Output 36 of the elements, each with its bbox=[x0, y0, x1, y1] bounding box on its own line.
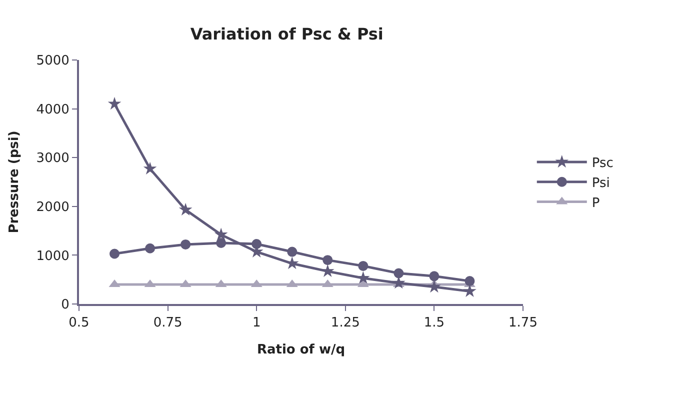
point bbox=[214, 228, 228, 240]
point bbox=[463, 284, 476, 297]
point bbox=[143, 162, 157, 174]
x-tick-label: 1.5 bbox=[424, 316, 445, 331]
point bbox=[464, 276, 475, 286]
point bbox=[392, 276, 406, 289]
y-tick-label: 5000 bbox=[36, 54, 70, 69]
point bbox=[216, 238, 226, 248]
chart-title: Variation of Psc & Psi bbox=[190, 24, 384, 44]
x-tick-label: 0.75 bbox=[153, 316, 182, 331]
point bbox=[180, 239, 191, 250]
x-tick-label: 1 bbox=[252, 316, 261, 331]
legend-label: Psi bbox=[592, 176, 610, 191]
point bbox=[428, 280, 441, 293]
y-tick-label: 4000 bbox=[36, 102, 70, 118]
x-tick-label: 1.25 bbox=[330, 316, 360, 331]
legend-label: Psc bbox=[592, 156, 614, 172]
point bbox=[287, 246, 298, 257]
point bbox=[322, 255, 333, 266]
point bbox=[394, 268, 404, 278]
point bbox=[429, 271, 440, 282]
point bbox=[110, 248, 120, 259]
y-tick-label: 1000 bbox=[36, 248, 70, 264]
point bbox=[252, 238, 262, 249]
y-tick-label: 0 bbox=[61, 298, 70, 313]
legend-label: P bbox=[592, 196, 600, 211]
point bbox=[358, 260, 368, 271]
x-tick-label: 0.5 bbox=[68, 316, 90, 331]
y-tick-label: 2000 bbox=[36, 200, 70, 215]
x-tick-label: 1.75 bbox=[508, 316, 538, 331]
x-axis-title: Ratio of w/q bbox=[256, 342, 346, 358]
point bbox=[108, 96, 122, 110]
y-tick-label: 3000 bbox=[36, 151, 70, 166]
point bbox=[145, 243, 156, 254]
y-axis-title: Pressure (psi) bbox=[6, 130, 22, 234]
point bbox=[178, 202, 192, 216]
